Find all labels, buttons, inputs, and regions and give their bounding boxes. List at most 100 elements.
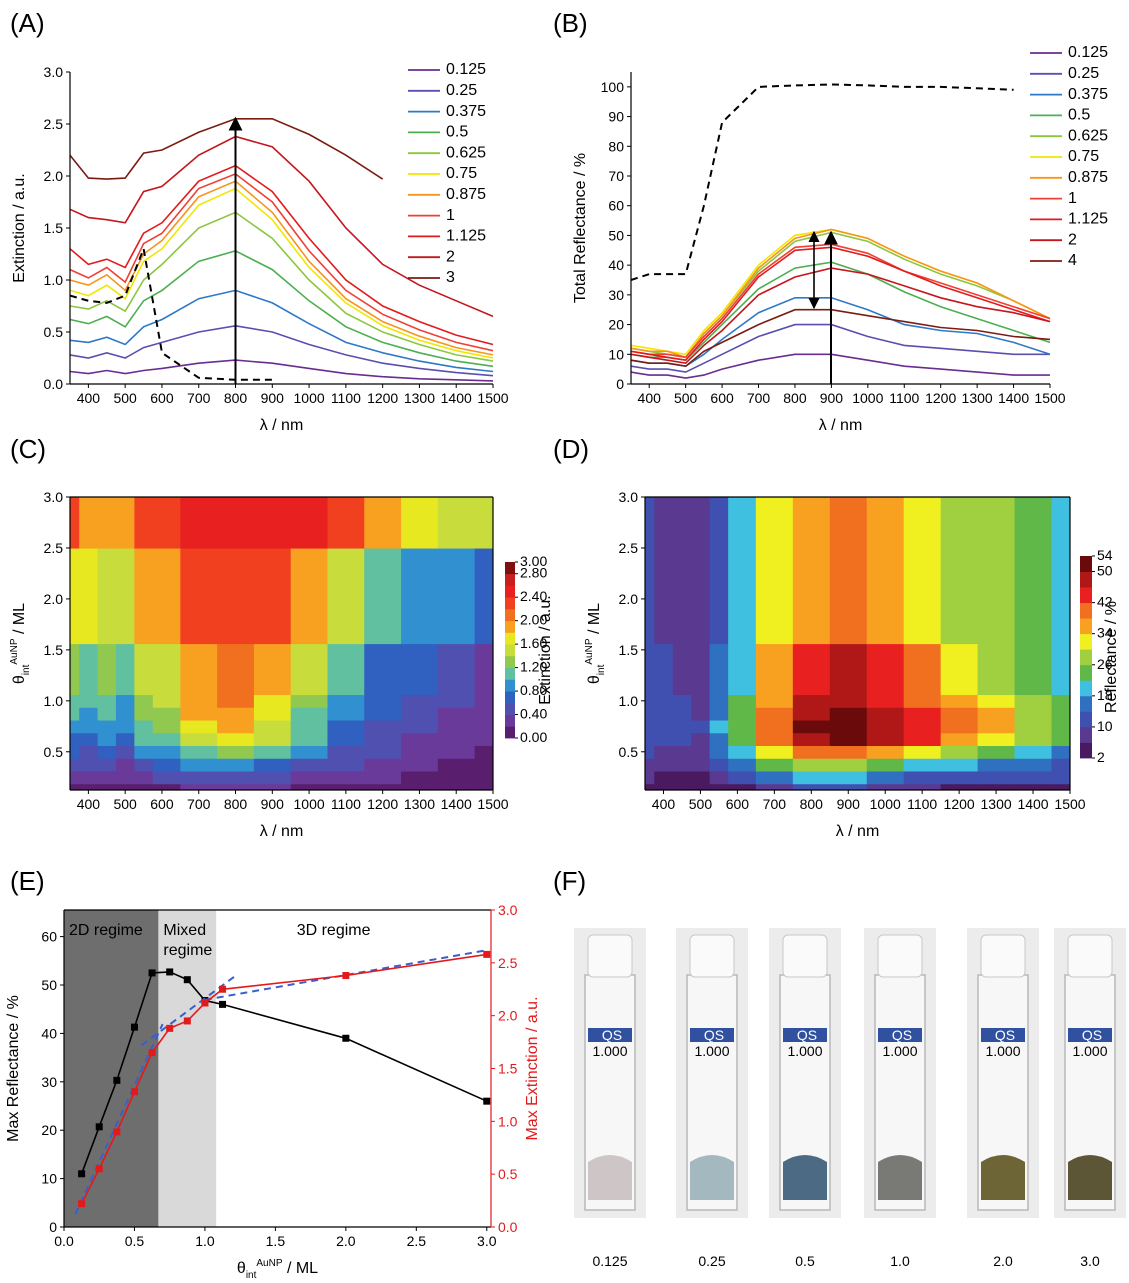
x-tick-label: 900 bbox=[261, 796, 285, 812]
cuvette-mark: QS bbox=[995, 1027, 1015, 1043]
contour-cell bbox=[672, 783, 692, 790]
contour-cell bbox=[97, 719, 117, 734]
contour-cell bbox=[709, 694, 729, 708]
colorbar-band bbox=[505, 597, 515, 610]
marker bbox=[219, 1000, 227, 1008]
contour-cell bbox=[940, 643, 979, 696]
legend-label: 0.75 bbox=[1068, 148, 1099, 165]
contour-cell bbox=[755, 719, 794, 734]
y-tick-label: 1.0 bbox=[619, 693, 639, 709]
contour-cell bbox=[691, 694, 711, 708]
contour-cell bbox=[364, 707, 402, 721]
contour-cell bbox=[1014, 719, 1053, 734]
cuvette-mark: QS bbox=[704, 1027, 724, 1043]
contour-cell bbox=[977, 770, 1016, 785]
contour-cell bbox=[253, 694, 292, 708]
y2-tick-label: 1.5 bbox=[498, 1061, 518, 1077]
contour-cell bbox=[654, 770, 674, 785]
x-tick-label: 1300 bbox=[962, 390, 993, 406]
series-line bbox=[69, 118, 384, 180]
contour-cell bbox=[290, 770, 329, 785]
contour-cell bbox=[115, 783, 135, 790]
x-tick-label: 800 bbox=[224, 796, 248, 812]
cuvette-mark: QS bbox=[892, 1027, 912, 1043]
contour-cell bbox=[728, 497, 757, 645]
contour-cell bbox=[180, 745, 218, 759]
cuvette-number: 1.000 bbox=[985, 1043, 1020, 1059]
contour-cell bbox=[1014, 770, 1053, 785]
contour-cell bbox=[866, 497, 905, 645]
legend-label: 0.5 bbox=[446, 124, 468, 141]
contour-cell bbox=[364, 745, 402, 759]
colorbar-band bbox=[1080, 649, 1092, 666]
x-tick-label: 1000 bbox=[852, 390, 883, 406]
cuvette-liquid bbox=[981, 1155, 1025, 1200]
x-tick-label: 700 bbox=[187, 390, 211, 406]
y-tick-label: 20 bbox=[41, 1122, 57, 1138]
y-axis-label-unit: / ML bbox=[586, 603, 603, 639]
x-tick-label: 1400 bbox=[1017, 796, 1048, 812]
contour-cell bbox=[866, 643, 905, 696]
x-tick-label: 600 bbox=[710, 390, 734, 406]
contour-cell bbox=[903, 770, 942, 785]
contour-cell bbox=[437, 547, 476, 645]
cuvette-number: 1.000 bbox=[1072, 1043, 1107, 1059]
contour-cell bbox=[1014, 694, 1053, 708]
x-axis-label-sub: int bbox=[246, 1270, 257, 1281]
contour-cell bbox=[654, 707, 674, 721]
contour-cell bbox=[180, 719, 218, 734]
x-tick-label: 1400 bbox=[998, 390, 1029, 406]
contour-cell bbox=[654, 719, 674, 734]
contour-cell bbox=[755, 497, 794, 645]
contour-cell bbox=[79, 770, 99, 785]
contour-cell bbox=[672, 694, 692, 708]
x-tick-label: 1500 bbox=[1054, 796, 1085, 812]
contour-cell bbox=[70, 732, 80, 747]
contour-cell bbox=[672, 497, 692, 645]
y-tick-label: 60 bbox=[608, 198, 624, 214]
colorbar-band bbox=[505, 608, 515, 622]
contour-cell bbox=[134, 783, 154, 790]
contour-cell bbox=[134, 547, 154, 645]
marker bbox=[342, 972, 350, 980]
contour-cell bbox=[327, 497, 365, 549]
contour-cell bbox=[1051, 758, 1070, 772]
x-tick-label: 1000 bbox=[870, 796, 901, 812]
contour-cell bbox=[792, 694, 831, 708]
contour-cell bbox=[217, 643, 255, 696]
contour-cell bbox=[755, 732, 794, 747]
contour-cell bbox=[645, 770, 655, 785]
contour-cell bbox=[401, 783, 439, 790]
legend-label: 0.375 bbox=[1068, 86, 1108, 103]
contour-cell bbox=[327, 643, 365, 696]
contour-cell bbox=[217, 719, 255, 734]
contour-cell bbox=[792, 770, 831, 785]
contour-cell bbox=[1051, 643, 1070, 696]
contour-cell bbox=[437, 732, 476, 747]
marker bbox=[483, 950, 491, 958]
contour-cell bbox=[97, 694, 117, 708]
contour-cell bbox=[327, 547, 365, 645]
contour-cell bbox=[290, 783, 329, 790]
contour-cell bbox=[437, 497, 476, 549]
regime-label: regime bbox=[163, 942, 212, 959]
y-tick-label: 2.5 bbox=[44, 116, 64, 132]
contour-cell bbox=[1051, 707, 1070, 721]
contour-cell bbox=[327, 770, 365, 785]
contour-cell bbox=[645, 783, 655, 790]
y-axis-label-sup: AuNP bbox=[584, 638, 595, 664]
contour-cell bbox=[79, 694, 99, 708]
contour-cell bbox=[977, 694, 1016, 708]
contour-cell bbox=[691, 732, 711, 747]
contour-cells bbox=[70, 497, 493, 790]
contour-cell bbox=[437, 719, 476, 734]
contour-cell bbox=[728, 707, 757, 721]
contour-cell bbox=[829, 719, 868, 734]
contour-cell bbox=[1051, 732, 1070, 747]
contour-cell bbox=[115, 707, 135, 721]
contour-cell bbox=[152, 497, 181, 549]
legend-label: 0.625 bbox=[1068, 127, 1108, 144]
x-tick-label: 700 bbox=[747, 390, 771, 406]
contour-cell bbox=[217, 707, 255, 721]
legend-label: 0.875 bbox=[446, 186, 486, 203]
